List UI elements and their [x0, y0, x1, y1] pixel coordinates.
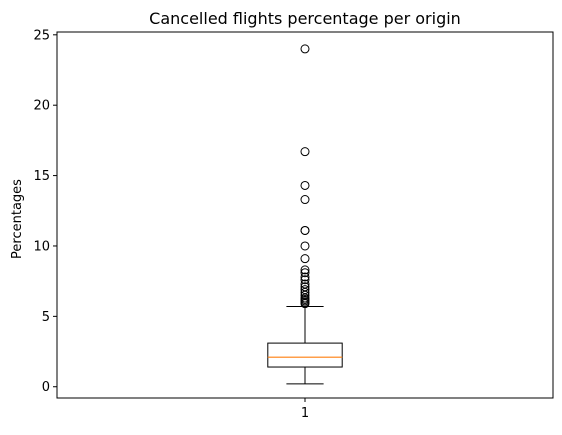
outlier-point: [300, 147, 310, 157]
outlier-point: [300, 285, 310, 295]
outlier-point: [300, 279, 310, 289]
outlier-point: [300, 268, 310, 278]
y-tick-label: 10: [33, 239, 50, 254]
y-tick-label: 5: [42, 310, 50, 325]
outlier-point: [300, 254, 310, 264]
plot-area: [267, 44, 343, 385]
chart-title: Cancelled flights percentage per origin: [149, 9, 461, 28]
outlier-point: [300, 195, 310, 205]
outlier-point: [300, 225, 310, 235]
outlier-point: [300, 265, 310, 275]
y-tick-label: 0: [42, 380, 50, 395]
outlier-point: [300, 275, 310, 285]
outlier-point: [300, 44, 310, 54]
y-tick-label: 25: [33, 28, 50, 43]
y-tick-label: 20: [33, 99, 50, 114]
y-axis-label: Percentages: [10, 179, 25, 259]
iqr-box: [267, 342, 343, 368]
y-tick-label: 15: [33, 169, 50, 184]
x-tick-label: 1: [301, 406, 309, 421]
outlier-point: [300, 180, 310, 190]
outlier-point: [300, 272, 310, 282]
outlier-point: [300, 282, 310, 292]
outlier-point: [300, 241, 310, 251]
